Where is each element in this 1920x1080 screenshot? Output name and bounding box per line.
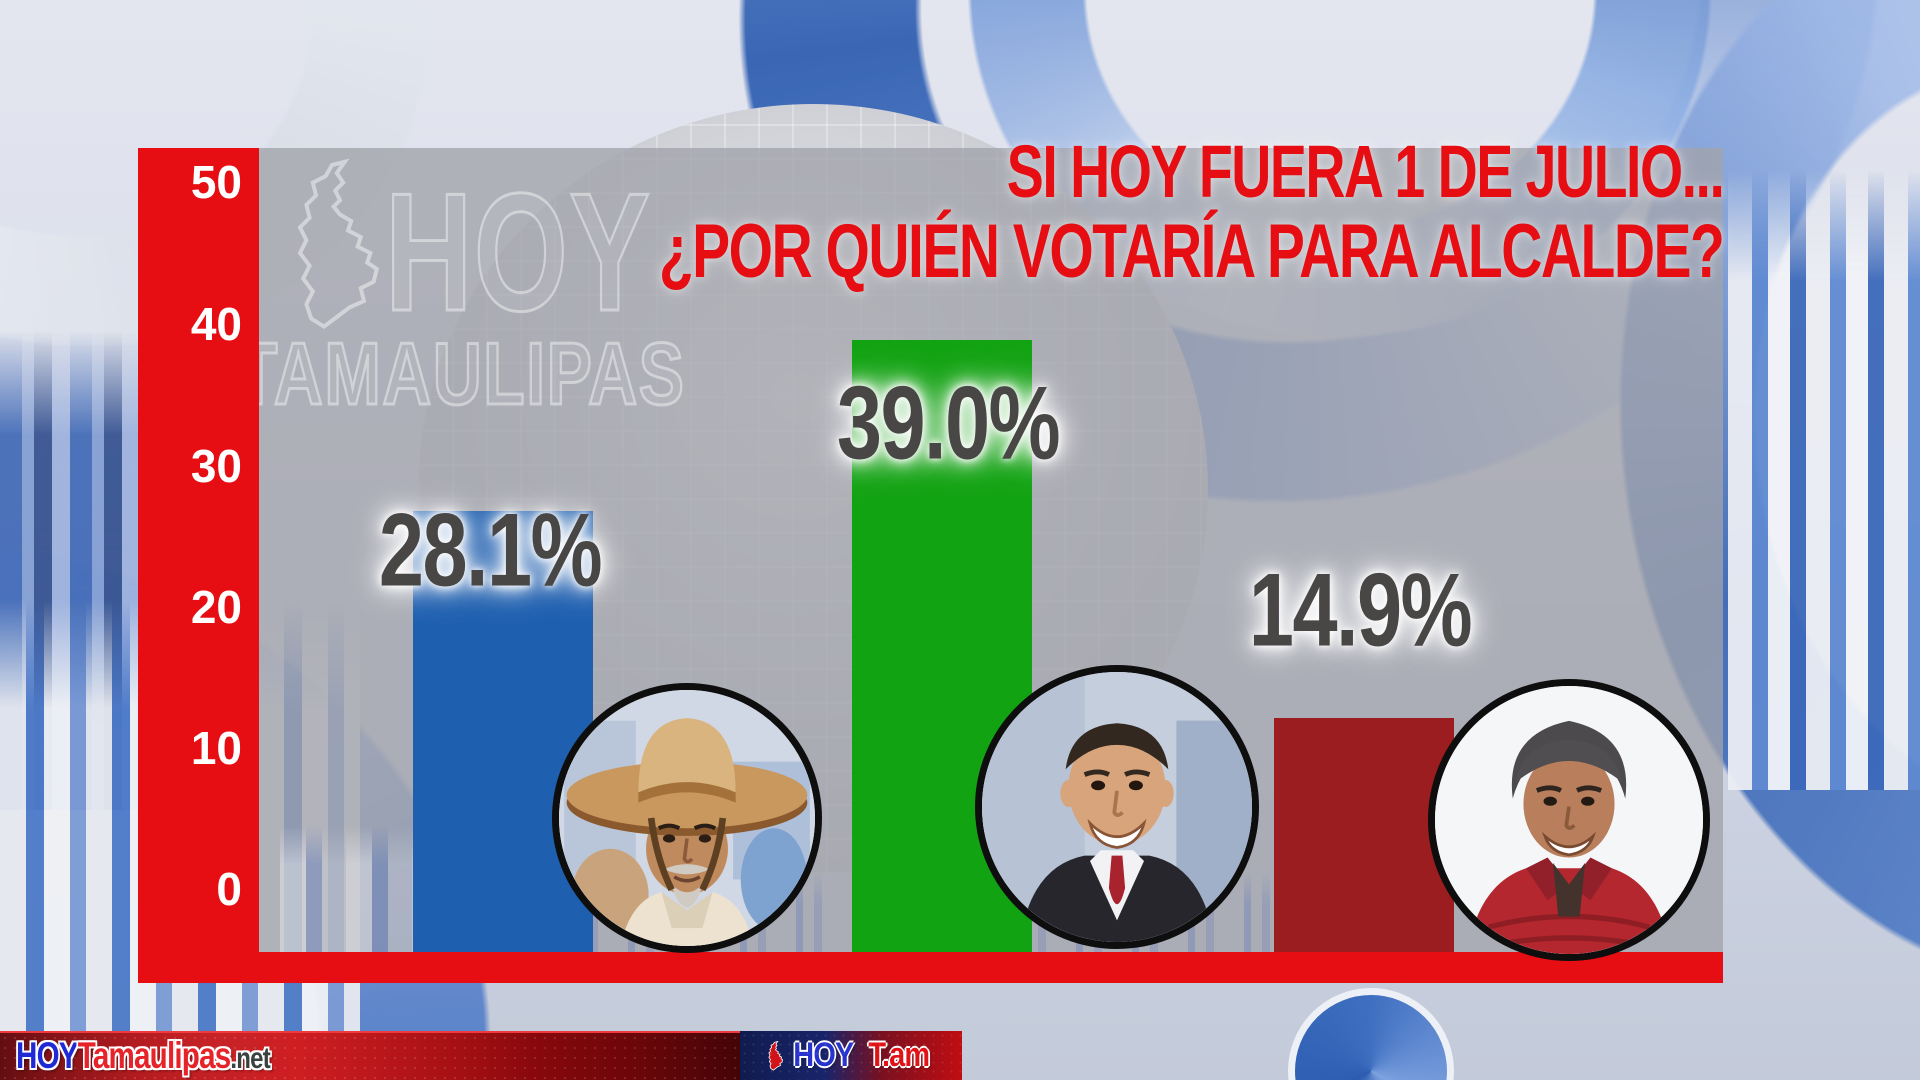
candidate-red-jacket-avatar-image bbox=[1435, 686, 1703, 954]
background-city-blocks-right bbox=[1728, 170, 1920, 790]
poll-title-line2: ¿POR QUIÉN VOTARÍA PARA ALCALDE? bbox=[658, 209, 1724, 295]
poll-title: SI HOY FUERA 1 DE JULIO... ¿POR QUIÉN VO… bbox=[658, 130, 1724, 295]
site-logo-tamaulipas: Tamaulipas bbox=[77, 1035, 231, 1076]
value-label-candidate-red-jacket: 14.9% bbox=[1248, 552, 1473, 669]
watermark-tamaulipas: TAMAULIPAS bbox=[235, 324, 686, 423]
watermark-hoy: HOY bbox=[384, 158, 652, 346]
value-label-candidate-suit: 39.0% bbox=[836, 365, 1061, 482]
candidate-photo-red-jacket bbox=[1428, 679, 1710, 961]
candidate-sombrero-avatar-image bbox=[559, 690, 815, 946]
bar-candidate-red-jacket bbox=[1274, 718, 1454, 952]
candidate-photo-suit bbox=[975, 665, 1259, 949]
y-axis-tick-0: 0 bbox=[216, 863, 242, 915]
poll-title-line1: SI HOY FUERA 1 DE JULIO... bbox=[1006, 130, 1724, 213]
footer-bar bbox=[0, 1031, 740, 1080]
value-label-candidate-sombrero: 28.1% bbox=[378, 492, 603, 609]
y-axis-tick-30: 30 bbox=[190, 440, 242, 492]
channel-logo-hoy: HOY bbox=[793, 1036, 854, 1074]
x-axis-baseline-bar bbox=[138, 952, 1723, 983]
tamaulipas-map-icon bbox=[297, 158, 380, 330]
y-axis-tick-10: 10 bbox=[190, 722, 242, 774]
channel-tamaulipas-icon bbox=[768, 1040, 783, 1071]
site-logo: HOYTamaulipas.net bbox=[16, 1035, 271, 1079]
site-logo-net: .net bbox=[230, 1042, 270, 1075]
background-blue-disc bbox=[1288, 988, 1454, 1080]
y-axis-bar bbox=[138, 148, 259, 983]
channel-logo-tam: T.am bbox=[867, 1036, 930, 1074]
y-axis-tick-40: 40 bbox=[190, 298, 242, 350]
bar-candidate-sombrero bbox=[413, 511, 593, 952]
channel-logo-box: HOY T.am bbox=[740, 1031, 962, 1080]
candidate-photo-sombrero bbox=[552, 683, 822, 953]
site-logo-hoy: HOY bbox=[16, 1035, 79, 1076]
y-axis-tick-50: 50 bbox=[190, 156, 242, 208]
y-axis-tick-20: 20 bbox=[190, 581, 242, 633]
candidate-suit-avatar-image bbox=[982, 672, 1252, 942]
